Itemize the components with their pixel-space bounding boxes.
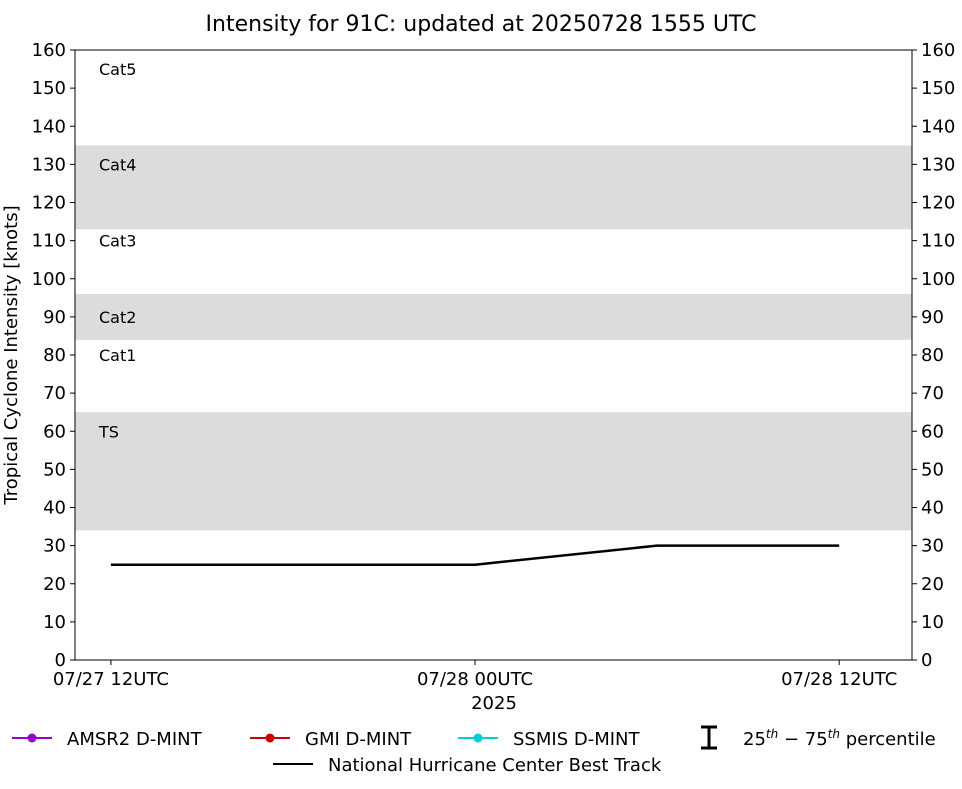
y-tick-label-right: 10 <box>921 612 944 633</box>
legend-entry-percentile: 25th − 75th percentile <box>701 725 936 750</box>
best-track-line <box>110 544 840 566</box>
y-tick-label-left: 20 <box>43 574 66 595</box>
plot-frame <box>74 49 913 661</box>
y-tick-label-right: 130 <box>921 154 955 175</box>
category-label: Cat5 <box>99 60 136 79</box>
y-tick-label-left: 50 <box>43 459 66 480</box>
y-tick-label-left: 110 <box>32 231 66 252</box>
y-axis-label: Tropical Cyclone Intensity [knots] <box>1 205 22 505</box>
legend-label: SSMIS D-MINT <box>513 729 640 750</box>
category-band <box>75 412 912 531</box>
y-tick-label-right: 70 <box>921 383 944 404</box>
x-tick-label: 07/28 00UTC <box>417 669 533 690</box>
y-tick-label-right: 20 <box>921 574 944 595</box>
y-tick-label-left: 10 <box>43 612 66 633</box>
y-tick-label-right: 0 <box>921 650 932 671</box>
x-tick-label: 07/27 12UTC <box>53 669 169 690</box>
category-label: Cat1 <box>99 346 136 365</box>
y-tick-label-right: 60 <box>921 421 944 442</box>
category-band <box>75 294 912 340</box>
chart-title: Intensity for 91C: updated at 20250728 1… <box>206 12 757 37</box>
y-tick-label-left: 90 <box>43 307 66 328</box>
y-tick-label-right: 150 <box>921 78 955 99</box>
y-tick-label-right: 140 <box>921 116 955 137</box>
legend: AMSR2 D-MINT GMI D-MINT SSMIS D-MINT 25th −… <box>12 725 936 776</box>
legend-entry: SSMIS D-MINT <box>458 729 640 750</box>
y-tick-label-left: 140 <box>32 116 66 137</box>
y-tick-label-left: 70 <box>43 383 66 404</box>
legend-marker-icon <box>473 733 483 743</box>
y-tick-label-right: 80 <box>921 345 944 366</box>
y-tick-label-right: 100 <box>921 269 955 290</box>
y-tick-label-right: 120 <box>921 193 955 214</box>
y-tick-label-right: 30 <box>921 536 944 557</box>
legend-marker-icon <box>265 733 275 743</box>
y-tick-label-left: 100 <box>32 269 66 290</box>
y-tick-label-left: 30 <box>43 536 66 557</box>
y-tick-label-left: 160 <box>32 40 66 61</box>
category-label: Cat3 <box>99 232 136 251</box>
x-axis-label: 2025 <box>471 693 517 714</box>
y-tick-label-left: 150 <box>32 78 66 99</box>
legend-entry: AMSR2 D-MINT <box>12 729 203 750</box>
y-tick-label-left: 40 <box>43 498 66 519</box>
legend-label: National Hurricane Center Best Track <box>328 755 662 776</box>
category-label: Cat4 <box>99 155 136 174</box>
y-tick-label-right: 110 <box>921 231 955 252</box>
y-tick-label-right: 50 <box>921 459 944 480</box>
legend-label: AMSR2 D-MINT <box>67 729 203 750</box>
y-tick-label-left: 130 <box>32 154 66 175</box>
legend-entry: GMI D-MINT <box>250 729 412 750</box>
errorbar-icon <box>701 725 717 750</box>
y-tick-label-right: 90 <box>921 307 944 328</box>
y-tick-label-left: 0 <box>55 650 66 671</box>
legend-label: GMI D-MINT <box>305 729 412 750</box>
y-tick-label-right: 160 <box>921 40 955 61</box>
category-band <box>75 145 912 230</box>
y-tick-label-left: 120 <box>32 193 66 214</box>
category-label: TS <box>98 422 119 441</box>
legend-marker-icon <box>27 733 37 743</box>
y-tick-label-right: 40 <box>921 498 944 519</box>
category-label: Cat2 <box>99 308 136 327</box>
legend-label: 25th − 75th percentile <box>743 727 936 750</box>
y-tick-label-left: 60 <box>43 421 66 442</box>
x-tick-label: 07/28 12UTC <box>781 669 897 690</box>
y-tick-label-left: 80 <box>43 345 66 366</box>
legend-entry: National Hurricane Center Best Track <box>273 755 662 776</box>
